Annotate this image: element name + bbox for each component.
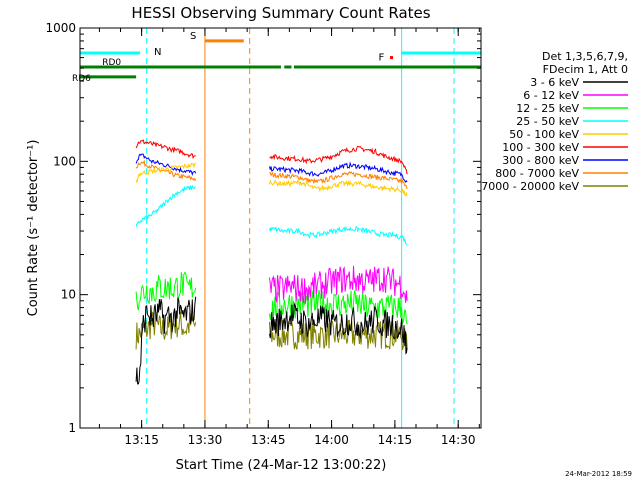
series-line-25-50-kev: [135, 184, 408, 246]
rd0-label: RD0: [102, 58, 121, 68]
axis-frame: [79, 27, 482, 429]
y-tick-label: 1: [68, 421, 76, 435]
series-line-50-100-kev: [135, 162, 408, 197]
legend-entry-label: 300 - 800 keV: [502, 154, 579, 167]
series-line-300-800-kev: [135, 153, 408, 183]
night-label: N: [154, 47, 161, 58]
legend-header-line: Det 1,3,5,6,7,9,: [542, 50, 628, 63]
legend-header-line: FDecim 1, Att 0: [543, 63, 628, 76]
y-tick-label: 10: [61, 288, 76, 302]
legend-entry-label: 12 - 25 keV: [516, 102, 579, 115]
series-line-100-300-kev: [135, 139, 408, 175]
legend-entry-label: 100 - 300 keV: [502, 141, 579, 154]
y-axis-label: Count Rate (s⁻¹ detector⁻¹): [26, 140, 41, 317]
x-tick-label: 13:45: [251, 433, 286, 447]
legend-entry-label: 25 - 50 keV: [516, 115, 579, 128]
legend-entry-label: 7000 - 20000 keV: [481, 180, 579, 193]
legend-entry-label: 6 - 12 keV: [523, 89, 579, 102]
series-line-3-6-kev: [135, 296, 408, 385]
legend: Det 1,3,5,6,7,9,FDecim 1, Att 03 - 6 keV…: [481, 50, 628, 193]
x-tick-label: 13:15: [124, 433, 159, 447]
plot-area: N S F RD0 RD6: [72, 28, 481, 428]
x-tick-label: 14:15: [378, 433, 413, 447]
flare-marker: [390, 56, 394, 60]
series-line-12-25-kev: [135, 271, 408, 325]
flare-label: F: [379, 53, 385, 64]
legend-entry-label: 800 - 7000 keV: [495, 167, 579, 180]
x-tick-label: 13:30: [188, 433, 223, 447]
series-line-6-12-kev: [269, 265, 408, 304]
rd6-label: RD6: [72, 74, 91, 84]
y-tick-label: 100: [53, 154, 76, 168]
saa-label: S: [190, 31, 196, 42]
footer-timestamp: 24-Mar-2012 18:59: [565, 470, 632, 478]
x-axis-label: Start Time (24-Mar-12 13:00:22): [176, 458, 387, 473]
chart-title: HESSI Observing Summary Count Rates: [131, 4, 430, 22]
series-line-800-7000-kev: [135, 159, 408, 190]
x-tick-label: 14:00: [314, 433, 349, 447]
legend-entry-label: 50 - 100 keV: [509, 128, 579, 141]
y-tick-label: 1000: [45, 21, 76, 35]
x-tick-label: 14:30: [441, 433, 476, 447]
axis-ticks: 13:15 13:30 13:45 14:00 14:15 14:30 1 10 100 1000: [45, 21, 481, 447]
legend-entry-label: 3 - 6 keV: [530, 76, 579, 89]
